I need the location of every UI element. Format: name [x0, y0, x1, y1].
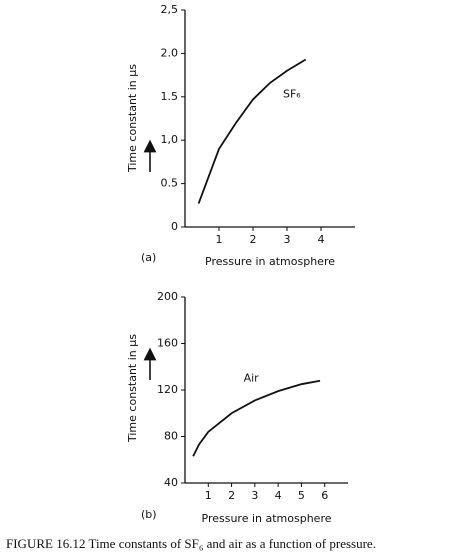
x-tick-label: 5: [298, 489, 305, 502]
y-tick-label: 40: [164, 476, 178, 489]
series-label: Air: [244, 371, 260, 384]
x-axis-label: Pressure in atmosphere: [202, 512, 332, 525]
y-tick-label: 80: [164, 430, 178, 443]
y-tick-label: 120: [157, 383, 178, 396]
x-tick-label: 2: [250, 233, 257, 246]
y-axis-label: Time constant in μs: [126, 334, 139, 443]
x-tick-label: 4: [275, 489, 282, 502]
x-tick-label: 3: [284, 233, 291, 246]
panel-label: (a): [141, 251, 156, 264]
y-tick-label: 0: [171, 220, 178, 233]
x-tick-label: 1: [216, 233, 223, 246]
y-tick-label: 1,0: [161, 133, 179, 146]
x-axis-label: Pressure in atmosphere: [205, 255, 335, 268]
line: [192, 379, 321, 457]
x-tick-label: 2: [228, 489, 235, 502]
y-tick-label: 0.5: [161, 177, 179, 190]
y-axis-label: Time constant in μs: [126, 64, 139, 173]
x-tick-label: 4: [318, 233, 325, 246]
panel-label: (b): [141, 508, 157, 521]
y-tick-label: 1.5: [161, 90, 179, 103]
x-tick-label: 3: [251, 489, 258, 502]
caption: FIGURE 16.12 Time constants of SF₆ and a…: [6, 536, 376, 551]
y-tick-label: 2,5: [161, 3, 179, 16]
y-tick-label: 200: [157, 290, 178, 303]
line: [197, 58, 307, 204]
x-tick-label: 6: [321, 489, 328, 502]
series-label: SF₆: [283, 87, 301, 100]
y-tick-label: 2.0: [161, 46, 179, 59]
y-tick-label: 160: [157, 337, 178, 350]
x-tick-label: 1: [205, 489, 212, 502]
